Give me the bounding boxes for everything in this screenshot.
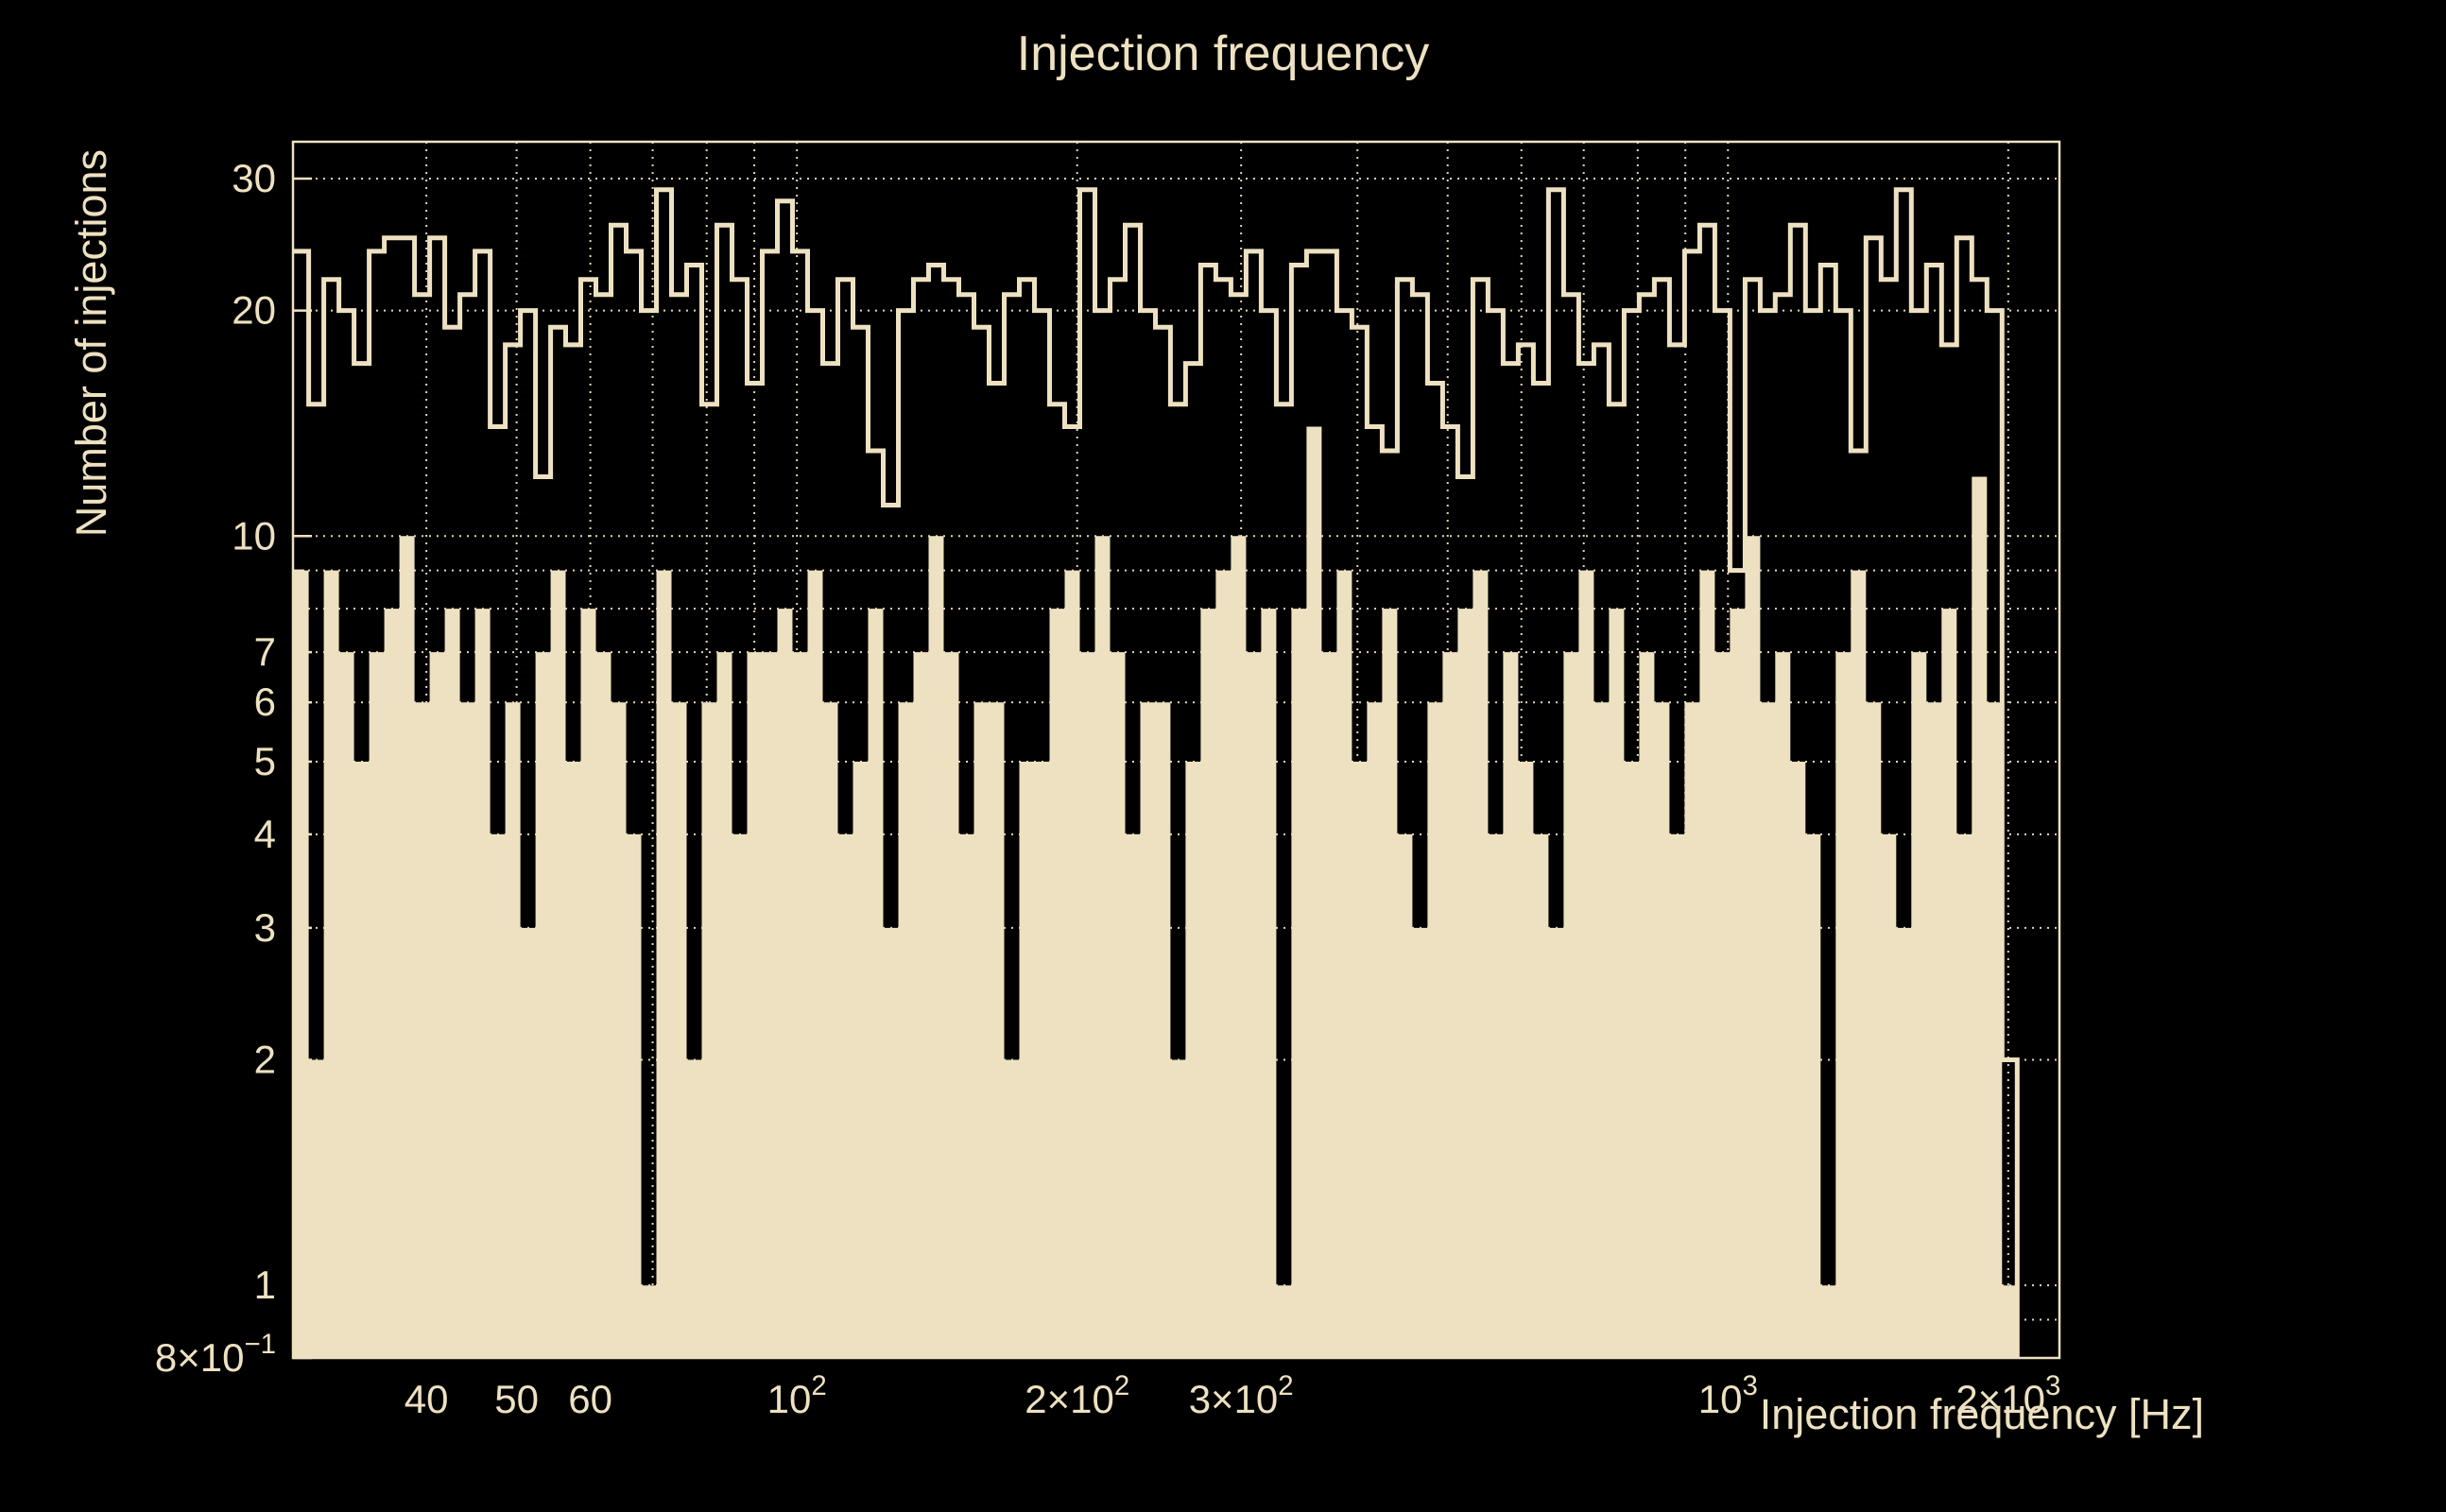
y-tick-label: 5 bbox=[254, 739, 276, 783]
x-axis-title: Injection frequency [Hz] bbox=[1760, 1390, 2204, 1438]
filled-histogram bbox=[293, 426, 2018, 1358]
y-tick-label: 7 bbox=[254, 629, 276, 674]
outline-histogram bbox=[293, 187, 2020, 1358]
y-tick-label: 6 bbox=[254, 679, 276, 724]
tick-labels: 40 50 60 102 2×102 3×102 103 2×103 30 20 10 7 6 5 4 3 2 1… bbox=[155, 156, 2060, 1421]
plot-frame bbox=[291, 140, 2061, 1360]
series-layer bbox=[293, 187, 2020, 1358]
x-tick-label: 40 bbox=[405, 1377, 449, 1421]
x-tick-label: 50 bbox=[494, 1377, 539, 1421]
x-tick-label: 3×102 bbox=[1189, 1370, 1294, 1421]
y-tick-label: 20 bbox=[232, 288, 276, 333]
y-tick-label: 8×10−1 bbox=[155, 1329, 276, 1380]
y-tick-label: 10 bbox=[232, 513, 276, 558]
y-tick-label: 3 bbox=[254, 905, 276, 950]
y-tick-label: 4 bbox=[254, 812, 276, 856]
y-tick-label: 1 bbox=[254, 1263, 276, 1307]
frame-rect bbox=[291, 140, 2061, 1360]
x-tick-label: 2×102 bbox=[1025, 1370, 1129, 1421]
x-tick-label: 103 bbox=[1698, 1370, 1758, 1421]
chart-title: Injection frequency bbox=[1017, 26, 1430, 81]
y-axis-title: Number of injections bbox=[67, 149, 115, 537]
tick-marks bbox=[293, 177, 2010, 1360]
x-tick-label: 2×103 bbox=[1955, 1370, 2060, 1421]
y-tick-label: 30 bbox=[232, 156, 276, 200]
x-tick-label: 102 bbox=[767, 1370, 827, 1421]
y-tick-label: 2 bbox=[254, 1037, 276, 1081]
x-tick-label: 60 bbox=[568, 1377, 612, 1421]
